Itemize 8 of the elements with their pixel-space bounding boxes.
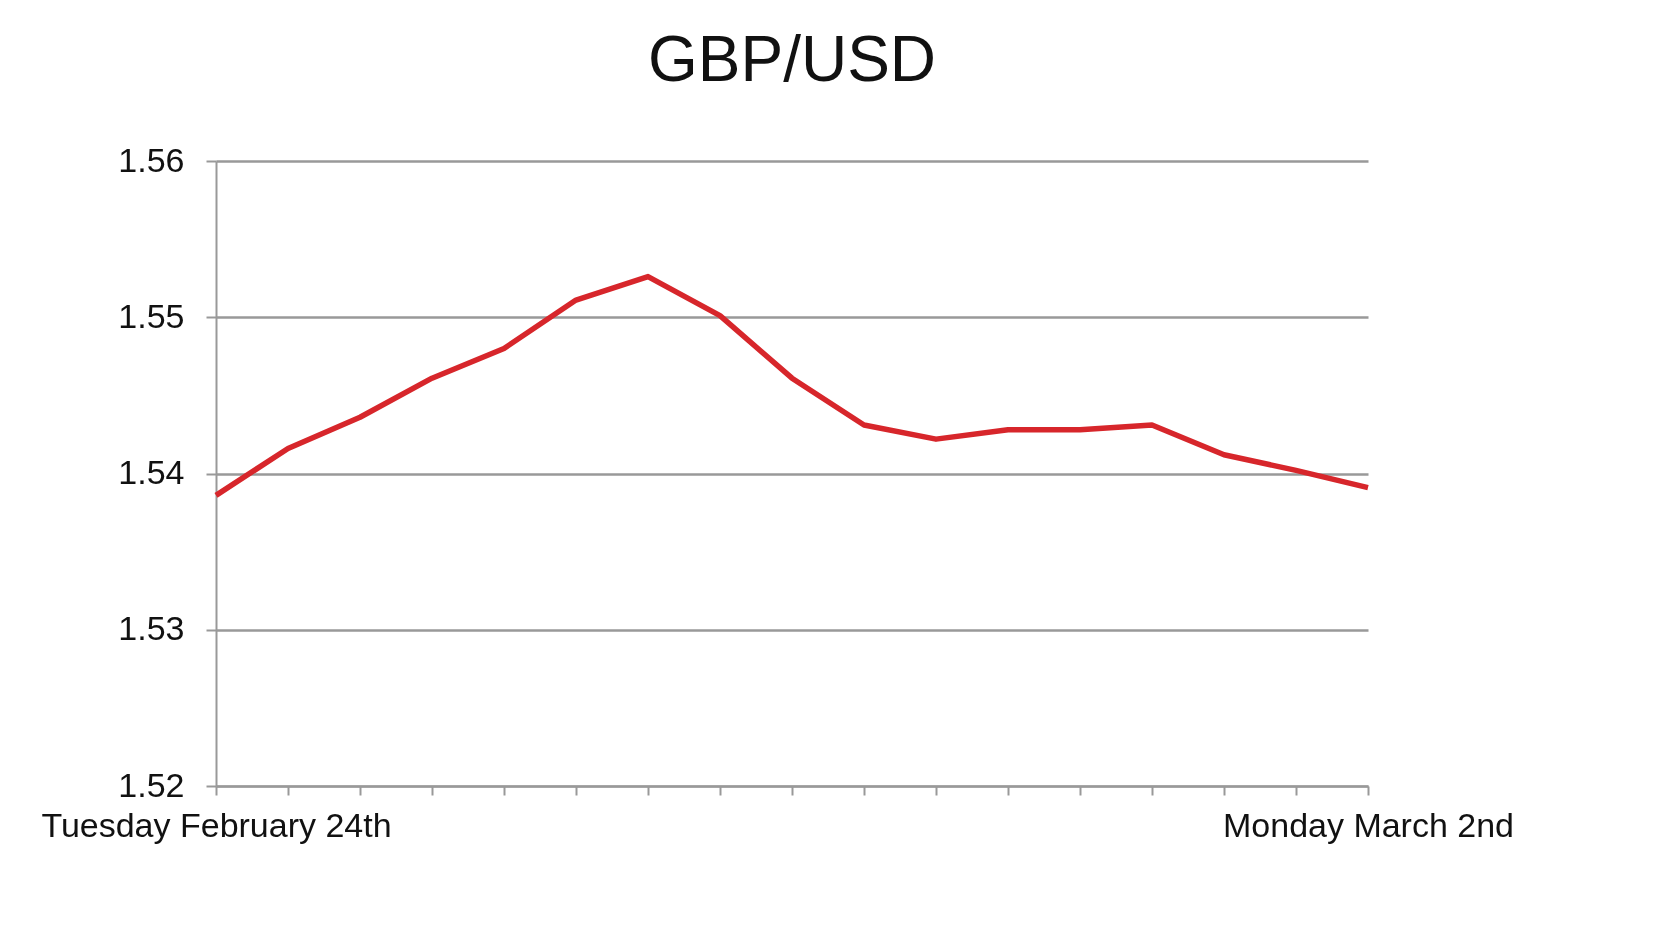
- x-tick-label: Tuesday February 24th: [41, 805, 392, 844]
- y-tick-label: 1.53: [118, 609, 185, 648]
- chart-title: GBP/USD: [647, 23, 937, 95]
- y-tick-label: 1.54: [118, 453, 185, 491]
- y-tick-label: 1.56: [118, 140, 185, 179]
- y-tick-label: 1.55: [118, 296, 185, 335]
- y-tick-label: 1.52: [118, 765, 185, 804]
- x-tick-label: Monday March 2nd: [1222, 805, 1515, 844]
